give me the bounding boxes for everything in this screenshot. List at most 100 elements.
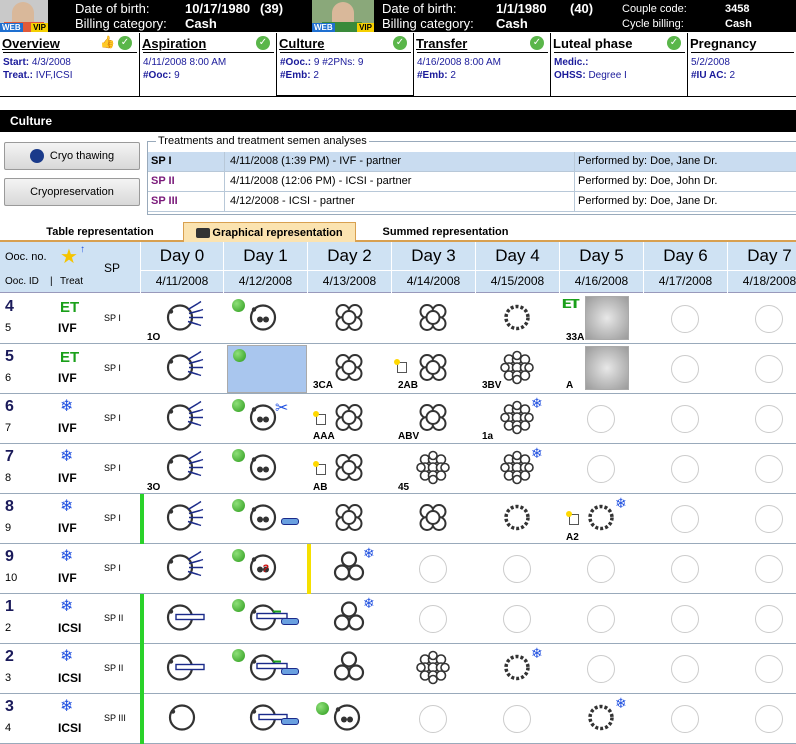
table-row[interactable]: 8 9 ❄ IVF SP I ❄ [0, 494, 796, 544]
day-cell[interactable] [727, 294, 796, 344]
day-cell[interactable] [727, 444, 796, 494]
day-cell[interactable] [475, 544, 559, 594]
note-icon[interactable] [394, 359, 407, 373]
day-cell[interactable] [643, 494, 727, 544]
empty-slot[interactable] [503, 555, 531, 583]
day-cell[interactable] [140, 544, 224, 594]
morula-icon[interactable] [495, 446, 539, 493]
cleavage-embryo-icon[interactable] [411, 346, 455, 393]
day-cell[interactable] [475, 694, 559, 744]
day-cell[interactable] [727, 344, 796, 394]
phase-title[interactable]: Aspiration [142, 36, 207, 51]
oocyte-icon[interactable] [160, 696, 204, 743]
day-cell[interactable] [140, 594, 224, 644]
oocyte-icon[interactable] [158, 496, 206, 543]
day-cell[interactable] [307, 394, 391, 444]
empty-slot[interactable] [755, 655, 783, 683]
day-cell[interactable] [307, 644, 391, 694]
day-cell[interactable] [307, 344, 391, 394]
day-cell[interactable] [223, 644, 307, 694]
cleavage-embryo-icon[interactable] [327, 596, 371, 643]
sort-arrow-icon[interactable]: ↑ [80, 244, 85, 255]
phase-title[interactable]: Overview [2, 36, 60, 51]
cleavage-embryo-icon[interactable] [327, 496, 371, 543]
day-cell[interactable] [391, 394, 475, 444]
tab-graphical[interactable]: Graphical representation [183, 222, 356, 242]
empty-slot[interactable] [587, 655, 615, 683]
female-avatar[interactable]: WEB VIP [0, 0, 48, 32]
day-cell[interactable]: ❄ [475, 444, 559, 494]
day-cell[interactable]: ✂ [223, 394, 307, 444]
zygote-icon[interactable] [241, 496, 289, 543]
day-cell[interactable] [559, 644, 643, 694]
note-icon[interactable] [313, 461, 326, 475]
day-cell[interactable]: ❄ [307, 594, 391, 644]
day-cell[interactable] [475, 494, 559, 544]
cryopreservation-button[interactable]: Cryopreservation [4, 178, 140, 206]
day-cell[interactable] [391, 344, 475, 394]
day-cell[interactable] [223, 294, 307, 344]
oocyte-icon[interactable] [158, 596, 206, 643]
note-icon[interactable] [313, 411, 326, 425]
oocyte-icon[interactable] [158, 346, 206, 393]
day-cell[interactable] [391, 444, 475, 494]
oocyte-icon[interactable] [158, 446, 206, 493]
empty-slot[interactable] [671, 305, 699, 333]
phase-transfer[interactable]: Transfer ✓ 4/16/2008 8:00 AM #Emb: 2 [414, 33, 551, 97]
blastocyst-icon[interactable] [579, 496, 623, 543]
morula-icon[interactable] [411, 646, 455, 693]
empty-slot[interactable] [587, 605, 615, 633]
empty-slot[interactable] [671, 355, 699, 383]
empty-slot[interactable] [755, 405, 783, 433]
phase-aspiration[interactable]: Aspiration ✓ 4/11/2008 8:00 AM #Ooc: 9 [140, 33, 277, 97]
day-cell[interactable] [223, 594, 307, 644]
day-cell[interactable] [140, 344, 224, 394]
tab-table[interactable]: Table representation [46, 226, 154, 238]
table-row[interactable]: 6 7 ❄ IVF SP I ✂ ❄ [0, 394, 796, 444]
zygote-icon[interactable] [241, 396, 289, 443]
day-cell[interactable] [223, 494, 307, 544]
day-cell[interactable] [643, 694, 727, 744]
day-cell[interactable] [391, 594, 475, 644]
day-cell[interactable] [727, 544, 796, 594]
phase-title[interactable]: Luteal phase [553, 36, 633, 51]
empty-slot[interactable] [755, 355, 783, 383]
day-cell[interactable] [727, 594, 796, 644]
empty-slot[interactable] [755, 605, 783, 633]
cleavage-embryo-icon[interactable] [411, 396, 455, 443]
empty-slot[interactable] [671, 605, 699, 633]
day-cell[interactable]: ❄ [475, 644, 559, 694]
phase-luteal[interactable]: Luteal phase ✓ Medic.: OHSS: Degree I [551, 33, 688, 97]
empty-slot[interactable] [671, 555, 699, 583]
empty-slot[interactable] [755, 455, 783, 483]
empty-slot[interactable] [419, 555, 447, 583]
day-cell[interactable] [391, 294, 475, 344]
day-cell[interactable] [727, 494, 796, 544]
day-cell[interactable] [643, 294, 727, 344]
day-cell[interactable]: ❄ [559, 494, 643, 544]
day-cell[interactable] [643, 644, 727, 694]
day-cell[interactable]: ET [559, 294, 643, 344]
empty-slot[interactable] [671, 705, 699, 733]
empty-slot[interactable] [671, 455, 699, 483]
zygote-icon[interactable] [241, 596, 289, 643]
empty-slot[interactable] [755, 305, 783, 333]
day-cell[interactable] [643, 344, 727, 394]
oocyte-icon[interactable] [241, 696, 289, 743]
oocyte-icon[interactable] [158, 646, 206, 693]
day-cell[interactable] [307, 294, 391, 344]
day-cell[interactable] [559, 544, 643, 594]
day-cell[interactable] [643, 594, 727, 644]
day-cell[interactable] [559, 444, 643, 494]
day-cell[interactable] [475, 594, 559, 644]
empty-slot[interactable] [671, 655, 699, 683]
oocyte-icon[interactable] [158, 396, 206, 443]
empty-slot[interactable] [755, 505, 783, 533]
oocyte-icon[interactable] [158, 546, 206, 593]
day-cell[interactable] [475, 344, 559, 394]
day-cell[interactable] [140, 294, 224, 344]
day-cell[interactable] [643, 394, 727, 444]
table-row[interactable]: 3 4 ❄ ICSI SP III ❄ [0, 694, 796, 744]
day-cell[interactable] [559, 394, 643, 444]
day-cell[interactable] [727, 644, 796, 694]
